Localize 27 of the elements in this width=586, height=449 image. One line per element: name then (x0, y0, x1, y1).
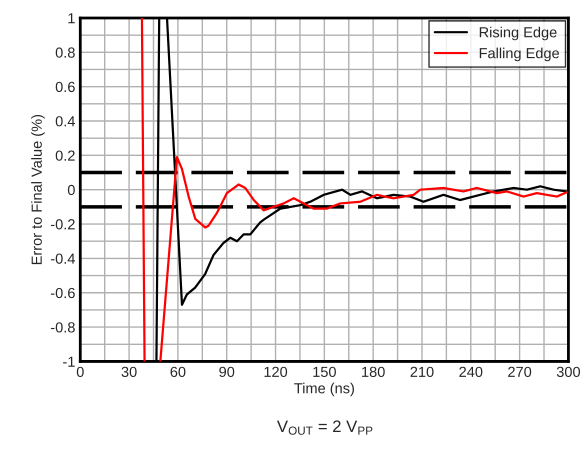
y-tick-label: 0.8 (56, 47, 75, 58)
x-tick-label: 150 (313, 366, 336, 378)
y-tick-label: -0.2 (50, 219, 75, 230)
text: V$_{OUT}$ = 2 V$_{PP}$ (276, 420, 372, 435)
x-tick-label: 30 (122, 366, 137, 378)
y-tick-label: 0.2 (56, 150, 75, 161)
x-tick-label: 120 (264, 366, 288, 378)
y-tick-label: -0.8 (50, 322, 75, 333)
x-tick-label: 90 (219, 366, 234, 378)
x-tick-label: 240 (459, 366, 482, 378)
y-tick-label: 0.4 (56, 116, 75, 126)
y-tick-label: 0.6 (56, 82, 75, 92)
x-tick-label: 270 (508, 366, 532, 378)
y-tick-label: 0 (68, 184, 75, 196)
x-tick-label: 60 (170, 366, 186, 378)
y-tick-label: -0.6 (50, 288, 75, 298)
y-tick-label: 1 (68, 13, 75, 24)
x-tick-label: 210 (410, 366, 434, 378)
y-tick-label: -0.4 (50, 254, 75, 264)
x-axis-title: Time (ns) (294, 382, 354, 396)
x-tick-label: 180 (362, 366, 385, 378)
x-tick-label: 0 (76, 366, 84, 378)
y-axis-title: Error to Final Value (%) (31, 114, 45, 264)
x-tick-label: 300 (556, 366, 580, 378)
y-tick-label: -1 (63, 356, 75, 367)
legend-label: Falling Edge (480, 48, 560, 62)
legend-label: Rising Edge (480, 26, 557, 40)
